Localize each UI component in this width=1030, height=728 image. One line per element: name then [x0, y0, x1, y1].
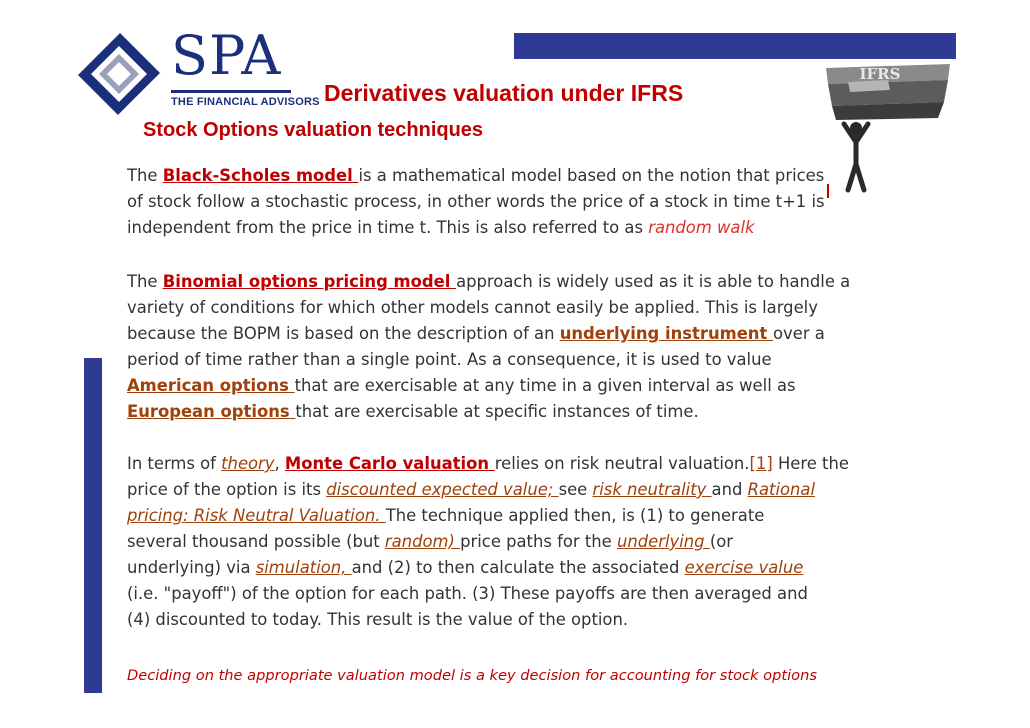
text-run: price paths for the: [460, 532, 617, 551]
text-run: The: [127, 272, 163, 291]
text-run: several thousand possible (but: [127, 532, 385, 551]
paragraph-gap: [127, 425, 927, 451]
text-run: see: [558, 480, 593, 499]
text-run: The technique applied then, is (1) to ge…: [385, 506, 765, 525]
paragraph-binomial: The Binomial options pricing model appro…: [127, 269, 927, 425]
slide-subtitle: Stock Options valuation techniques: [143, 119, 484, 141]
text-run: approach is widely used as it is able to…: [456, 272, 851, 291]
body-text: The Black-Scholes model is a mathematica…: [127, 163, 927, 633]
link-underlying-instrument[interactable]: underlying instrument: [559, 324, 774, 343]
text-run: price of the option is its: [127, 480, 327, 499]
ifrs-slab-text: IFRS: [860, 65, 901, 83]
text-run: that are exercisable at specific instanc…: [295, 402, 699, 421]
link-rational-pricing[interactable]: Rational: [747, 480, 816, 499]
text-run: is a mathematical model based on the not…: [358, 166, 825, 185]
slide-title: Derivatives valuation under IFRS: [324, 80, 684, 106]
text-run: Here the: [772, 454, 849, 473]
text-line: of stock follow a stochastic process, in…: [127, 192, 825, 211]
text-line: (4) discounted to today. This result is …: [127, 610, 629, 629]
text-line: American options that are exercisable at…: [127, 373, 927, 399]
link-simulation[interactable]: simulation,: [255, 558, 352, 577]
text-line: independent from the price in time t. Th…: [127, 215, 927, 241]
text-run: The: [127, 166, 163, 185]
link-exercise-value[interactable]: exercise value: [684, 558, 804, 577]
text-run: relies on risk neutral valuation.: [494, 454, 750, 473]
slide-footer-note: Deciding on the appropriate valuation mo…: [127, 667, 817, 684]
link-reference-1[interactable]: [1]: [749, 454, 773, 473]
text-run: In terms of: [127, 454, 222, 473]
text-run: (or: [709, 532, 733, 551]
spa-logo: SPA THE FINANCIAL ADVISORS: [75, 24, 319, 118]
link-rational-pricing-cont[interactable]: pricing: Risk Neutral Valuation.: [127, 506, 386, 525]
text-line: pricing: Risk Neutral Valuation. The tec…: [127, 503, 927, 529]
text-run: and (2) to then calculate the associated: [351, 558, 685, 577]
logo-underline: [171, 90, 291, 93]
text-line: underlying) via simulation, and (2) to t…: [127, 555, 927, 581]
text-line: because the BOPM is based on the descrip…: [127, 321, 927, 347]
text-line: The Black-Scholes model is a mathematica…: [127, 163, 927, 189]
spa-logo-diamond-icon: [75, 30, 163, 118]
text-run: because the BOPM is based on the descrip…: [127, 324, 560, 343]
text-run: independent from the price in time t. Th…: [127, 218, 649, 237]
link-random[interactable]: random): [384, 532, 461, 551]
text-line: period of time rather than a single poin…: [127, 350, 772, 369]
link-american-options[interactable]: American options: [127, 376, 295, 395]
text-line: In terms of theory, Monte Carlo valuatio…: [127, 451, 927, 477]
link-risk-neutrality[interactable]: risk neutrality: [592, 480, 712, 499]
term-random-walk: random walk: [648, 218, 755, 237]
text-run: and: [711, 480, 748, 499]
text-line: (i.e. "payoff") of the option for each p…: [127, 584, 808, 603]
text-line: European options that are exercisable at…: [127, 399, 927, 425]
header-accent-bar: [514, 33, 956, 59]
text-line: The Binomial options pricing model appro…: [127, 269, 927, 295]
term-binomial-model: Binomial options pricing model: [162, 272, 457, 291]
text-line: several thousand possible (but random) p…: [127, 529, 927, 555]
paragraph-monte-carlo: In terms of theory, Monte Carlo valuatio…: [127, 451, 927, 633]
paragraph-black-scholes: The Black-Scholes model is a mathematica…: [127, 163, 927, 241]
logo-wordmark: SPA: [171, 24, 282, 87]
text-run: underlying) via: [127, 558, 256, 577]
term-black-scholes: Black-Scholes model: [162, 166, 359, 185]
side-accent-bar: [84, 358, 102, 693]
link-discounted-expected-value[interactable]: discounted expected value;: [326, 480, 559, 499]
text-line: variety of conditions for which other mo…: [127, 298, 818, 317]
text-run: ,: [274, 454, 285, 473]
text-line: price of the option is its discounted ex…: [127, 477, 927, 503]
link-theory[interactable]: theory: [221, 454, 275, 473]
paragraph-gap: [127, 241, 927, 269]
link-european-options[interactable]: European options: [127, 402, 296, 421]
term-monte-carlo-valuation: Monte Carlo valuation: [284, 454, 495, 473]
ifrs-figure-illustration: IFRS: [826, 64, 950, 198]
text-run: that are exercisable at any time in a gi…: [294, 376, 796, 395]
logo-tagline: THE FINANCIAL ADVISORS: [171, 96, 320, 108]
text-run: over a: [773, 324, 825, 343]
link-underlying[interactable]: underlying: [616, 532, 710, 551]
